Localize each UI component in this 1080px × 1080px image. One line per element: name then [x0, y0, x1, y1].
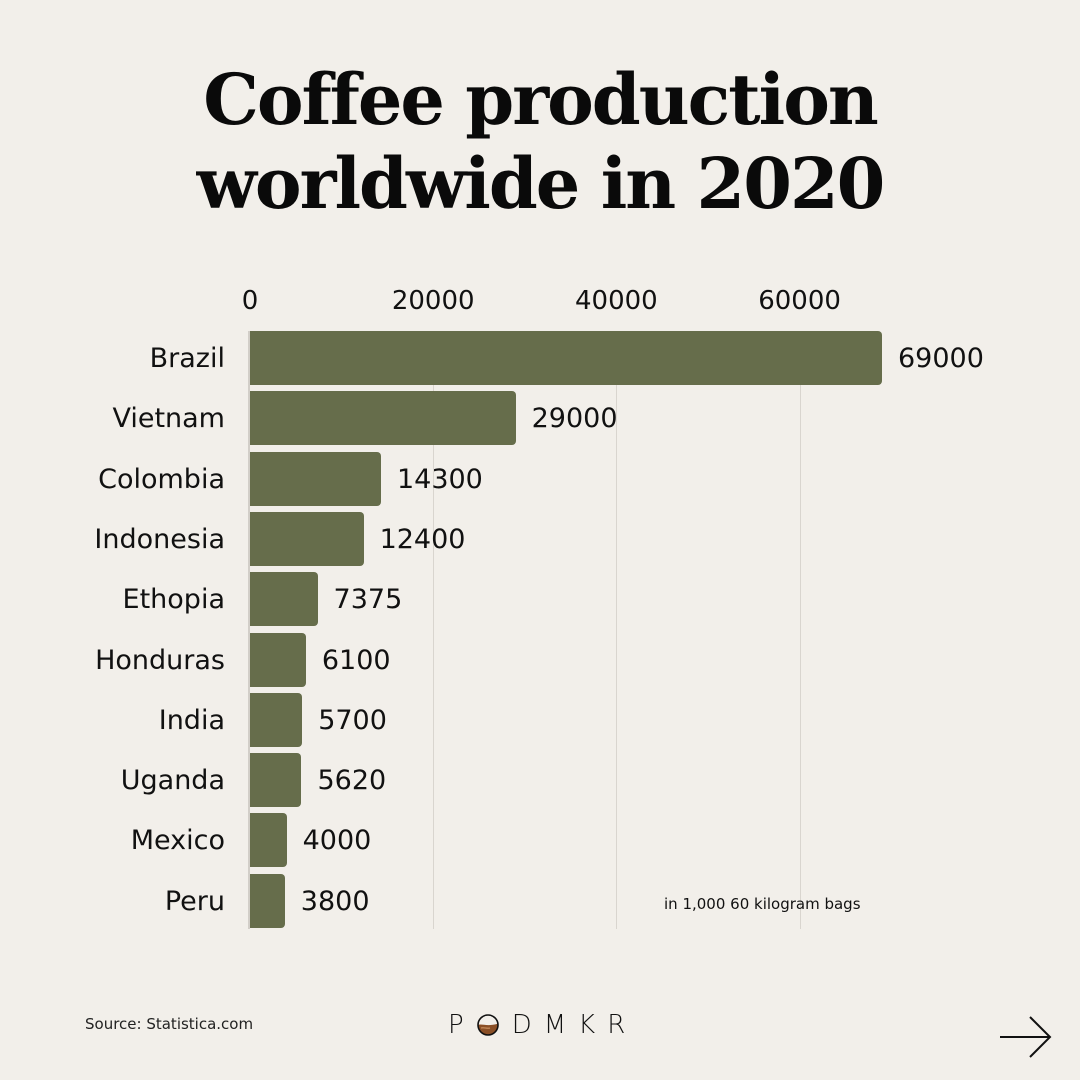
bar — [250, 813, 287, 867]
bar-row: Colombia 14300 — [0, 452, 1080, 506]
bar — [250, 391, 516, 445]
brand-letters: DMKR — [511, 1010, 638, 1040]
category-label: Indonesia — [94, 523, 225, 555]
value-label: 69000 — [898, 342, 984, 374]
bar — [250, 753, 302, 807]
bar-row: Uganda 5620 — [0, 753, 1080, 807]
value-label: 7375 — [333, 583, 403, 615]
bar — [250, 572, 318, 626]
brand-letter-p: P — [448, 1010, 476, 1040]
units-note: in 1,000 60 kilogram bags — [664, 895, 861, 913]
category-label: Peru — [164, 885, 225, 917]
x-tick-label: 40000 — [575, 286, 658, 316]
gridline — [800, 331, 801, 929]
bar — [250, 512, 364, 566]
title-line-1: Coffee production — [203, 58, 879, 141]
bar-row: Peru 3800 — [0, 874, 1080, 928]
x-tick-label: 60000 — [758, 286, 841, 316]
coffee-cup-o-icon — [476, 1013, 500, 1037]
bar-row: Ethopia 7375 — [0, 572, 1080, 626]
value-label: 5620 — [317, 764, 387, 796]
category-label: India — [158, 704, 225, 736]
gridline — [616, 331, 617, 929]
bar-row: Vietnam 29000 — [0, 391, 1080, 445]
value-label: 29000 — [531, 402, 618, 434]
brand-logo: P DMKR — [448, 1010, 637, 1040]
category-label: Colombia — [98, 463, 225, 495]
chart-title: Coffee production worldwide in 2020 — [0, 58, 1080, 226]
bar-row: Brazil 69000 — [0, 331, 1080, 385]
source-text: Source: Statistica.com — [85, 1015, 254, 1033]
category-label: Vietnam — [112, 402, 225, 434]
bar-row: Mexico 4000 — [0, 813, 1080, 867]
bar — [250, 452, 381, 506]
bar — [250, 633, 306, 687]
arrow-right-icon — [1000, 1016, 1052, 1058]
bar-row: Indonesia 12400 — [0, 512, 1080, 566]
bar-row: Honduras 6100 — [0, 633, 1080, 687]
x-tick-label: 0 — [241, 286, 259, 316]
value-label: 14300 — [396, 463, 483, 495]
bar — [250, 874, 285, 928]
title-line-2: worldwide in 2020 — [196, 142, 886, 225]
category-label: Mexico — [130, 824, 225, 856]
category-label: Honduras — [95, 644, 225, 676]
next-arrow-button[interactable] — [996, 1014, 1054, 1060]
value-label: 5700 — [318, 704, 387, 736]
value-label: 12400 — [379, 523, 466, 555]
category-label: Ethopia — [122, 583, 225, 615]
y-axis-line — [248, 331, 250, 929]
bar — [250, 331, 882, 385]
bar-row: India 5700 — [0, 693, 1080, 747]
value-label: 3800 — [300, 885, 370, 917]
category-label: Brazil — [149, 342, 225, 374]
x-tick-label: 20000 — [391, 286, 475, 316]
value-label: 6100 — [321, 644, 391, 676]
gridline — [433, 331, 434, 929]
category-label: Uganda — [120, 764, 225, 796]
bar — [250, 693, 303, 747]
value-label: 4000 — [302, 824, 372, 856]
